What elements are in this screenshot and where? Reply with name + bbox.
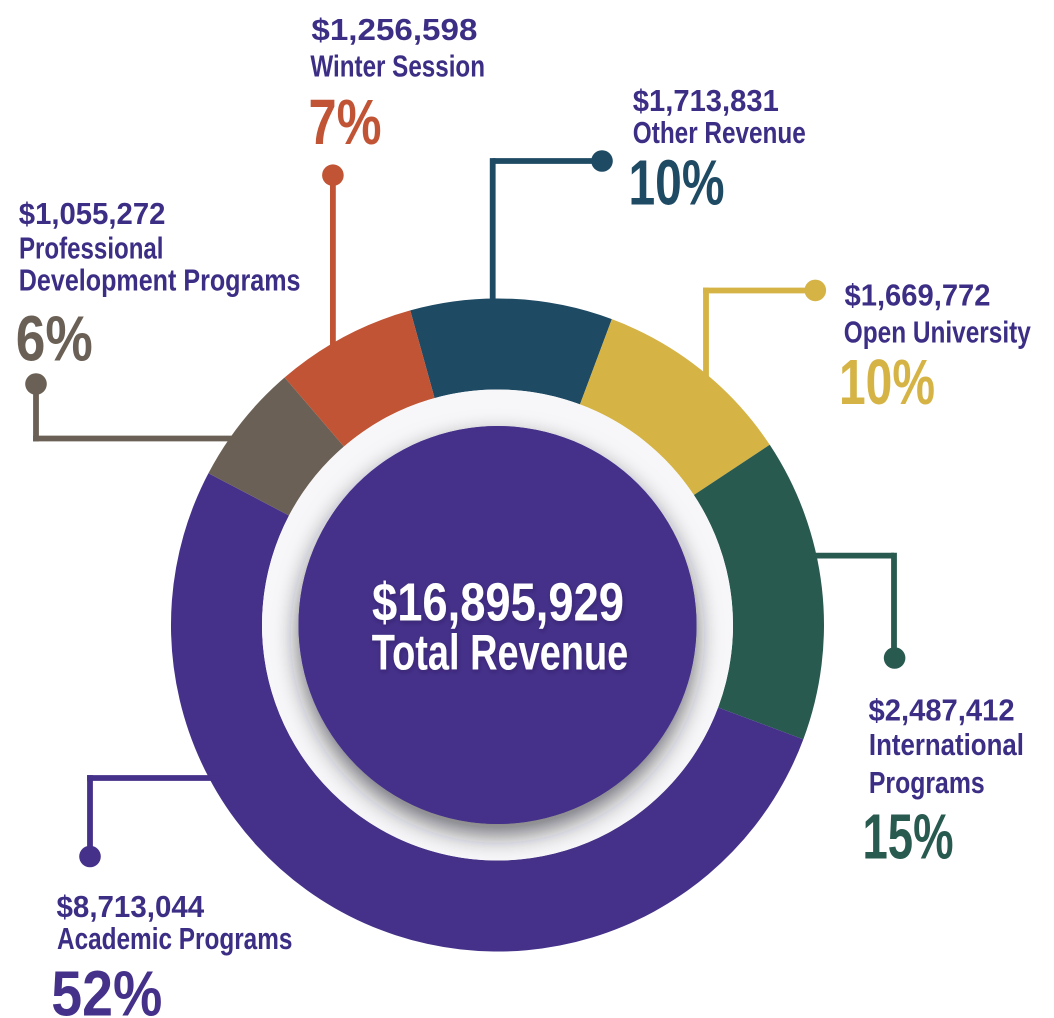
svg-text:Professional: Professional [19,230,164,265]
svg-text:$1,055,272: $1,055,272 [19,196,166,231]
svg-text:$16,895,929: $16,895,929 [372,573,624,633]
svg-text:$8,713,044: $8,713,044 [57,889,205,924]
svg-text:Total Revenue: Total Revenue [372,624,629,680]
svg-text:52%: 52% [51,958,162,1018]
svg-text:$1,713,831: $1,713,831 [633,83,779,118]
svg-text:$2,487,412: $2,487,412 [869,693,1015,728]
svg-text:Development Programs: Development Programs [19,262,301,297]
svg-text:Open University: Open University [844,315,1032,350]
svg-text:Winter Session: Winter Session [310,48,485,83]
svg-text:10%: 10% [629,146,725,218]
svg-text:Other Revenue: Other Revenue [633,115,806,150]
svg-text:$1,669,772: $1,669,772 [845,278,991,313]
svg-text:7%: 7% [309,86,382,158]
svg-text:Academic Programs: Academic Programs [57,921,292,956]
svg-text:International: International [869,727,1024,762]
svg-text:10%: 10% [839,346,935,418]
svg-text:15%: 15% [863,801,954,873]
svg-text:Programs: Programs [869,765,985,800]
svg-text:$1,256,598: $1,256,598 [311,12,477,47]
svg-text:6%: 6% [16,303,93,375]
